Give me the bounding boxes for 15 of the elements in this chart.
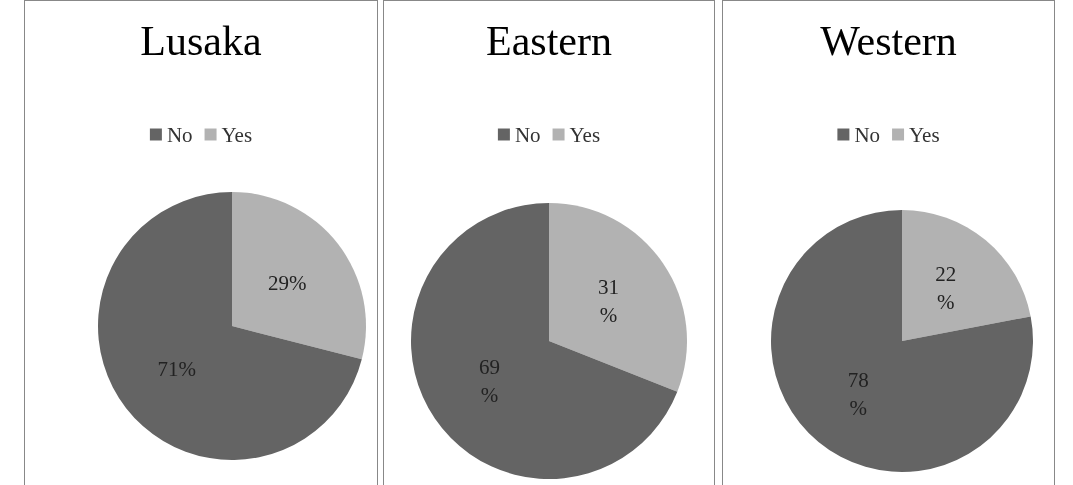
data-label: 69 % bbox=[478, 355, 500, 408]
legend-label: Yes bbox=[909, 122, 940, 147]
legend-label: No bbox=[514, 122, 541, 147]
legend-label: Yes bbox=[569, 122, 601, 147]
legend-label: Yes bbox=[221, 122, 253, 147]
legend-label: No bbox=[854, 122, 881, 147]
chart-title: Western bbox=[820, 18, 957, 64]
chart-title: Eastern bbox=[486, 18, 612, 64]
data-label: 78 % bbox=[847, 367, 869, 420]
data-label: 71% bbox=[157, 356, 196, 381]
data-label: 31 % bbox=[598, 274, 620, 327]
legend-label: No bbox=[166, 122, 193, 147]
data-label: 22 % bbox=[935, 262, 957, 315]
chart-title: Lusaka bbox=[140, 18, 262, 64]
data-label: 29% bbox=[268, 271, 307, 296]
